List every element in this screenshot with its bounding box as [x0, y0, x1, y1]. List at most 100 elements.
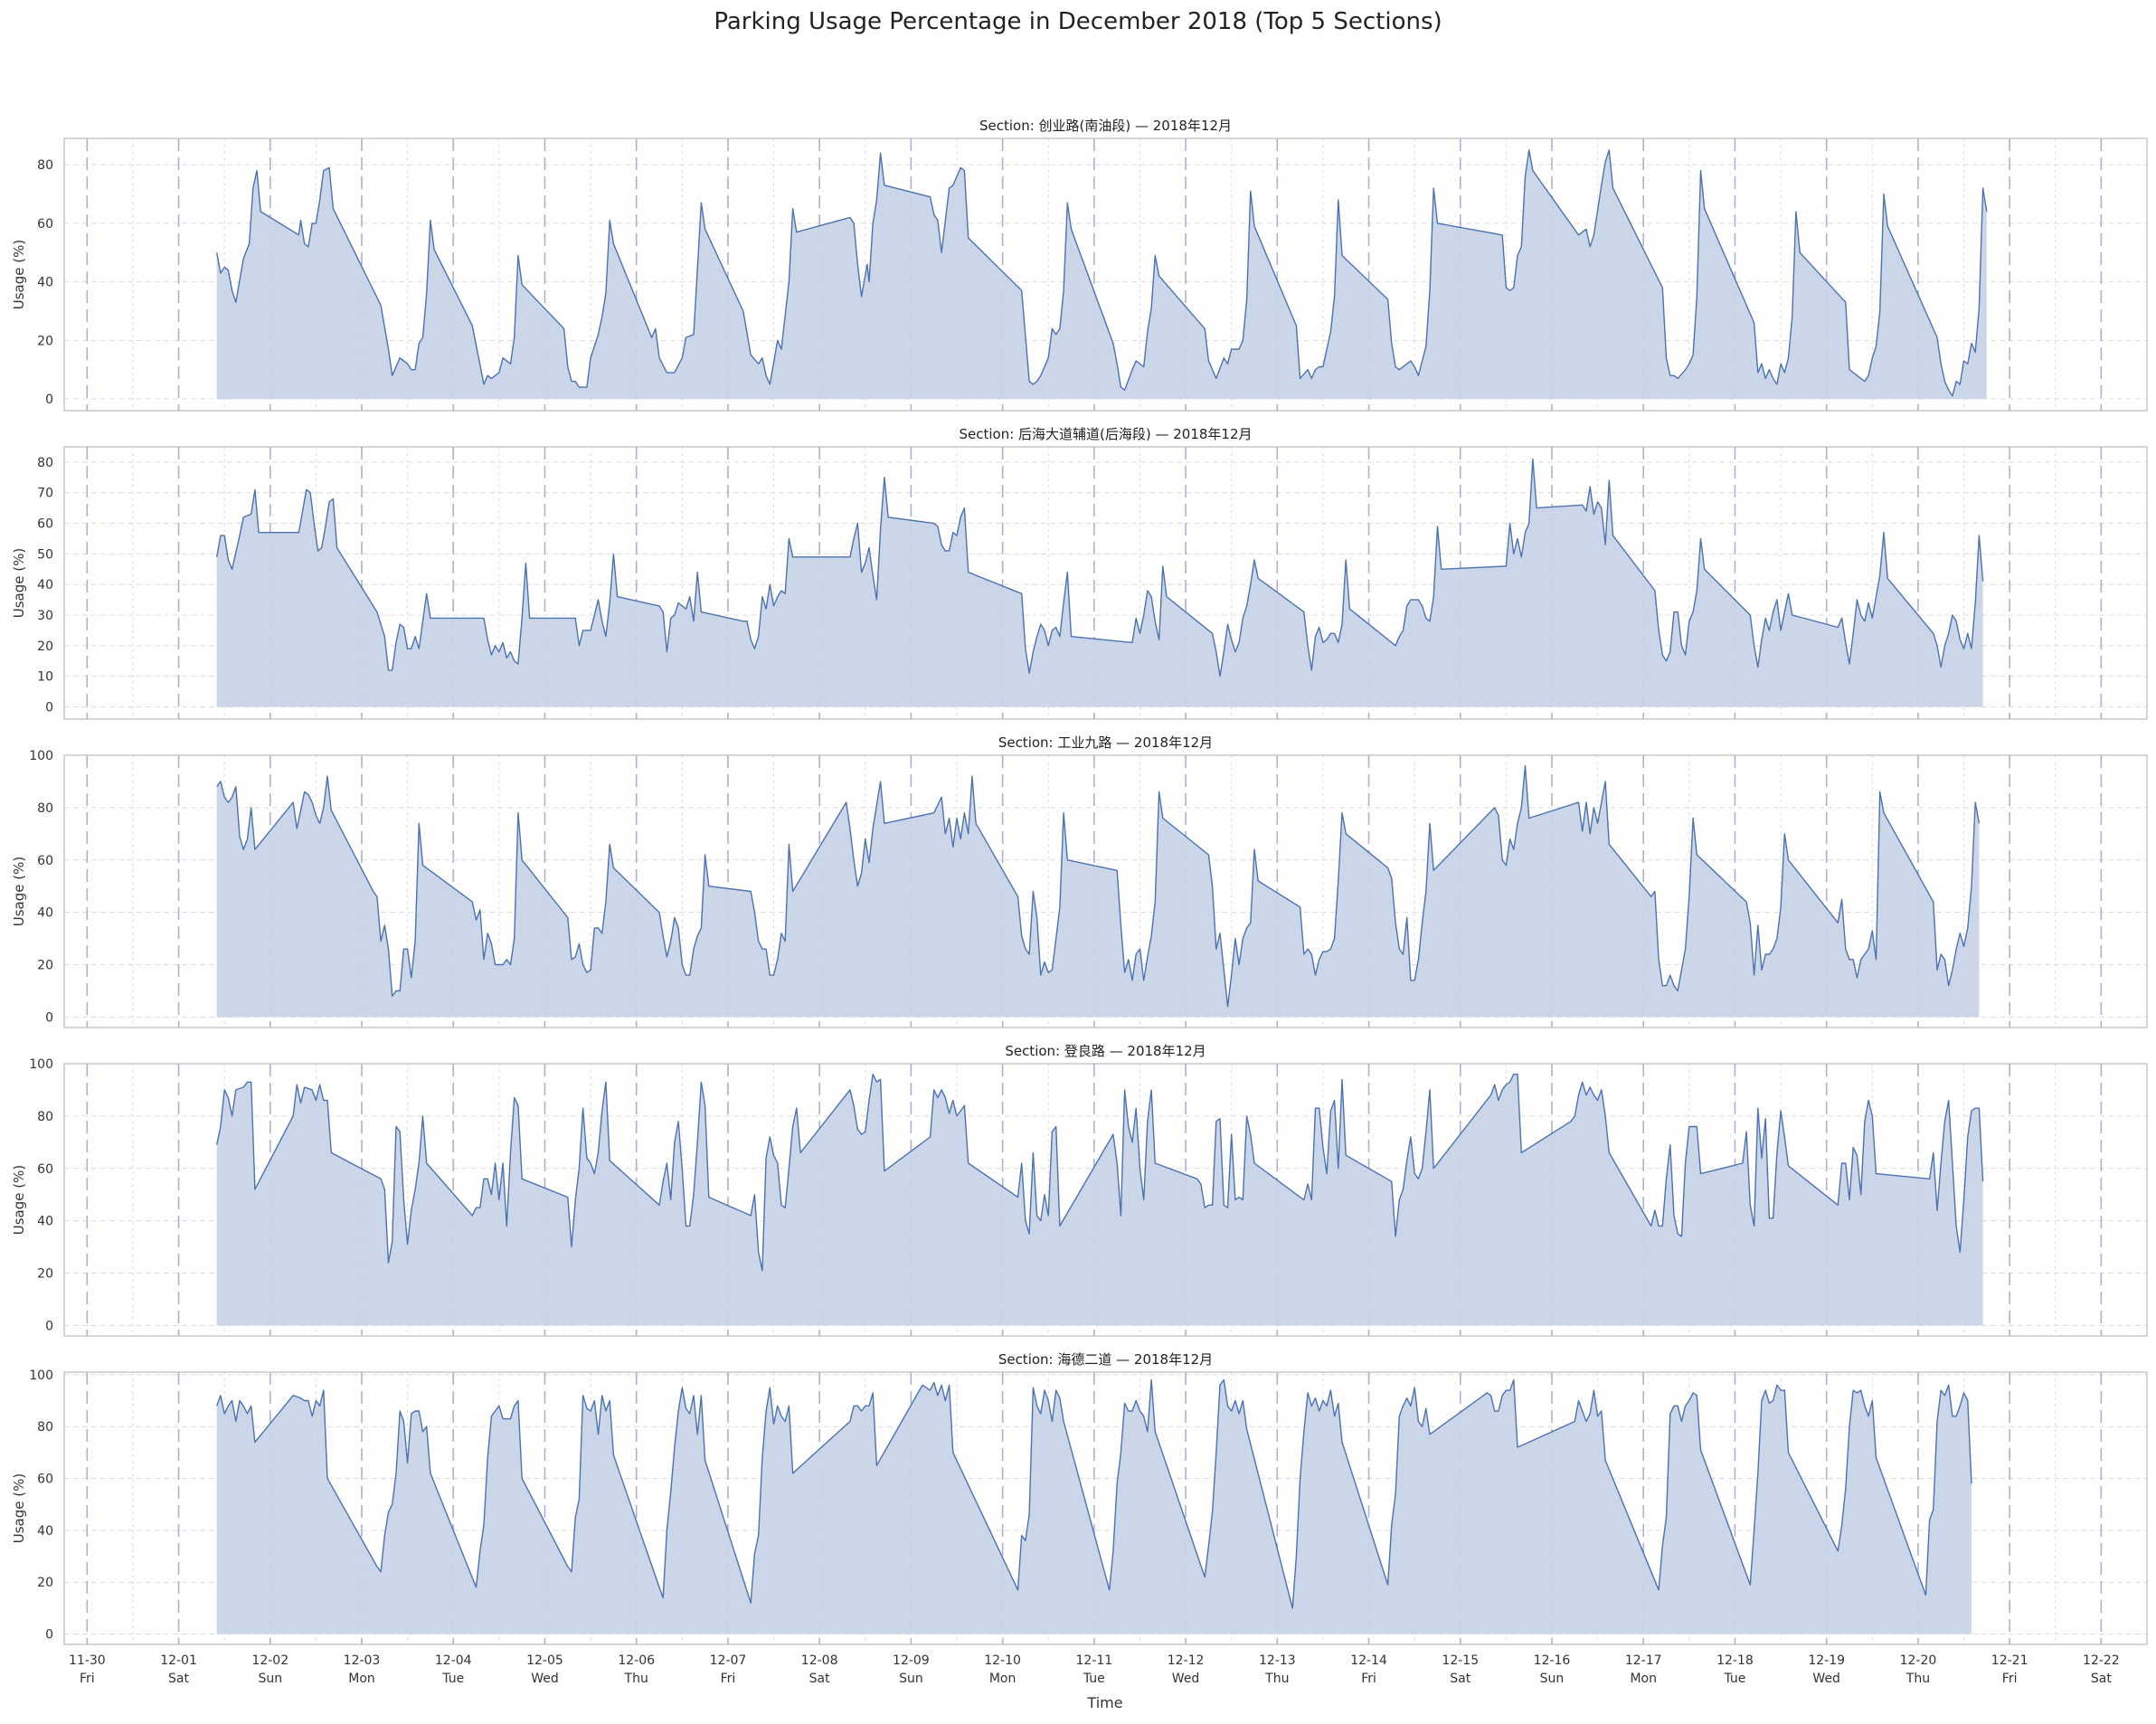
- y-tick-label: 50: [37, 547, 53, 562]
- x-tick-date: 12-07: [710, 1653, 747, 1668]
- y-tick-label: 100: [29, 1057, 53, 1072]
- x-tick-date: 12-21: [1991, 1653, 2028, 1668]
- y-axis-label: Usage (%): [11, 1165, 27, 1235]
- x-tick-day: Mon: [1630, 1672, 1657, 1686]
- x-tick-date: 12-01: [160, 1653, 197, 1668]
- y-tick-label: 20: [37, 959, 53, 973]
- x-tick-day: Sun: [899, 1672, 923, 1686]
- usage-line: [216, 1073, 1984, 1272]
- y-tick-label: 20: [37, 1267, 53, 1282]
- x-tick-day: Wed: [1172, 1672, 1200, 1686]
- x-tick-date: 12-05: [526, 1653, 563, 1668]
- x-tick-day: Wed: [531, 1672, 559, 1686]
- x-tick-date: 12-08: [801, 1653, 838, 1668]
- x-axis-label: Time: [1086, 1694, 1122, 1711]
- x-tick-date: 12-11: [1076, 1653, 1113, 1668]
- chart-panel-5: 0 20 40 60 80 100 Section: 海德二道 — 2018年12月 Usag…: [11, 1351, 2148, 1645]
- usage-area: [216, 1379, 1972, 1634]
- y-tick-label: 0: [45, 700, 53, 715]
- usage-area: [216, 459, 1983, 707]
- x-tick-date: 12-06: [618, 1653, 655, 1668]
- y-tick-label: 20: [37, 1576, 53, 1590]
- y-tick-label: 0: [45, 1319, 53, 1333]
- y-tick-label: 0: [45, 393, 53, 407]
- x-tick-date: 11-30: [69, 1653, 106, 1668]
- y-axis-label: Usage (%): [11, 857, 27, 926]
- y-tick-label: 30: [37, 609, 53, 623]
- y-tick-label: 60: [37, 217, 53, 232]
- x-tick-date: 12-19: [1808, 1653, 1845, 1668]
- y-tick-label: 100: [29, 1369, 53, 1383]
- panel-frame: [63, 1063, 2148, 1337]
- usage-area: [216, 765, 1980, 1018]
- usage-line: [216, 149, 1988, 397]
- y-tick-label: 100: [29, 749, 53, 763]
- y-tick-label: 80: [37, 1110, 53, 1124]
- y-tick-label: 20: [37, 334, 53, 348]
- x-tick-date: 12-09: [893, 1653, 930, 1668]
- x-tick-date: 12-12: [1168, 1653, 1205, 1668]
- y-tick-label: 80: [37, 456, 53, 470]
- x-tick-date: 12-10: [984, 1653, 1021, 1668]
- y-tick-label: 40: [37, 276, 53, 290]
- x-tick-day: Sat: [1450, 1672, 1470, 1686]
- y-tick-label: 10: [37, 670, 53, 685]
- x-tick-date: 12-04: [435, 1653, 472, 1668]
- panel-frame: [63, 137, 2148, 412]
- y-tick-label: 40: [37, 1215, 53, 1229]
- y-tick-label: 40: [37, 1524, 53, 1539]
- x-tick-day: Sat: [809, 1672, 830, 1686]
- x-tick-day: Sat: [2091, 1672, 2112, 1686]
- x-tick-day: Mon: [348, 1672, 375, 1686]
- y-tick-label: 0: [45, 1628, 53, 1643]
- panel-frame: [63, 754, 2148, 1028]
- usage-line: [216, 1378, 1972, 1609]
- x-tick-day: Sat: [168, 1672, 189, 1686]
- y-axis-label: Usage (%): [11, 240, 27, 309]
- x-tick-day: Sun: [258, 1672, 282, 1686]
- x-axis: 11-30 Fri 12-01 Sat 12-02 Sun 12-03 Mon 12-04 Tue…: [69, 1653, 2120, 1686]
- x-tick-date: 12-03: [344, 1653, 381, 1668]
- panel-title: Section: 创业路(南油段) — 2018年12月: [979, 118, 1232, 134]
- x-tick-day: Fri: [1361, 1672, 1376, 1686]
- x-tick-day: Tue: [1083, 1672, 1105, 1686]
- panel-title: Section: 海德二道 — 2018年12月: [998, 1351, 1213, 1368]
- chart-panel-4: 0 20 40 60 80 100 Section: 登良路 — 2018年12月 Usage…: [11, 1043, 2148, 1337]
- x-tick-date: 12-17: [1625, 1653, 1662, 1668]
- x-tick-day: Fri: [721, 1672, 736, 1686]
- panel-title: Section: 后海大道辅道(后海段) — 2018年12月: [959, 426, 1252, 442]
- usage-line: [216, 458, 1984, 677]
- x-tick-day: Sun: [1540, 1672, 1565, 1686]
- y-tick-label: 70: [37, 487, 53, 501]
- y-tick-label: 60: [37, 517, 53, 532]
- usage-area: [216, 149, 1987, 400]
- x-tick-date: 12-22: [2083, 1653, 2120, 1668]
- y-tick-label: 80: [37, 158, 53, 173]
- y-axis-label: Usage (%): [11, 1473, 27, 1543]
- chart-panel-1: 0 20 40 60 80 Section: 创业路(南油段) — 2018年12月 Usa…: [11, 118, 2148, 412]
- y-tick-label: 60: [37, 1162, 53, 1177]
- y-tick-label: 80: [37, 1420, 53, 1435]
- x-tick-date: 12-15: [1442, 1653, 1479, 1668]
- x-tick-day: Fri: [2002, 1672, 2018, 1686]
- panel-title: Section: 登良路 — 2018年12月: [1005, 1043, 1206, 1059]
- x-tick-day: Thu: [1264, 1672, 1289, 1686]
- panel-title: Section: 工业九路 — 2018年12月: [998, 734, 1213, 751]
- y-tick-label: 80: [37, 801, 53, 816]
- x-tick-day: Fri: [80, 1672, 95, 1686]
- y-tick-label: 40: [37, 578, 53, 592]
- usage-area: [216, 1074, 1983, 1326]
- y-tick-label: 60: [37, 1473, 53, 1487]
- y-tick-label: 60: [37, 854, 53, 868]
- chart-panel-2: 0 10 20 30 40 50 60 70 80 Section: 后海大道辅道(后海段) — …: [11, 426, 2148, 720]
- x-tick-date: 12-16: [1534, 1653, 1571, 1668]
- x-tick-date: 12-18: [1716, 1653, 1754, 1668]
- y-axis-label: Usage (%): [11, 548, 27, 618]
- figure-title: Parking Usage Percentage in December 201…: [714, 8, 1442, 35]
- x-tick-date: 12-13: [1259, 1653, 1296, 1668]
- x-tick-day: Wed: [1812, 1672, 1840, 1686]
- x-tick-date: 12-02: [251, 1653, 288, 1668]
- x-tick-date: 12-20: [1900, 1653, 1937, 1668]
